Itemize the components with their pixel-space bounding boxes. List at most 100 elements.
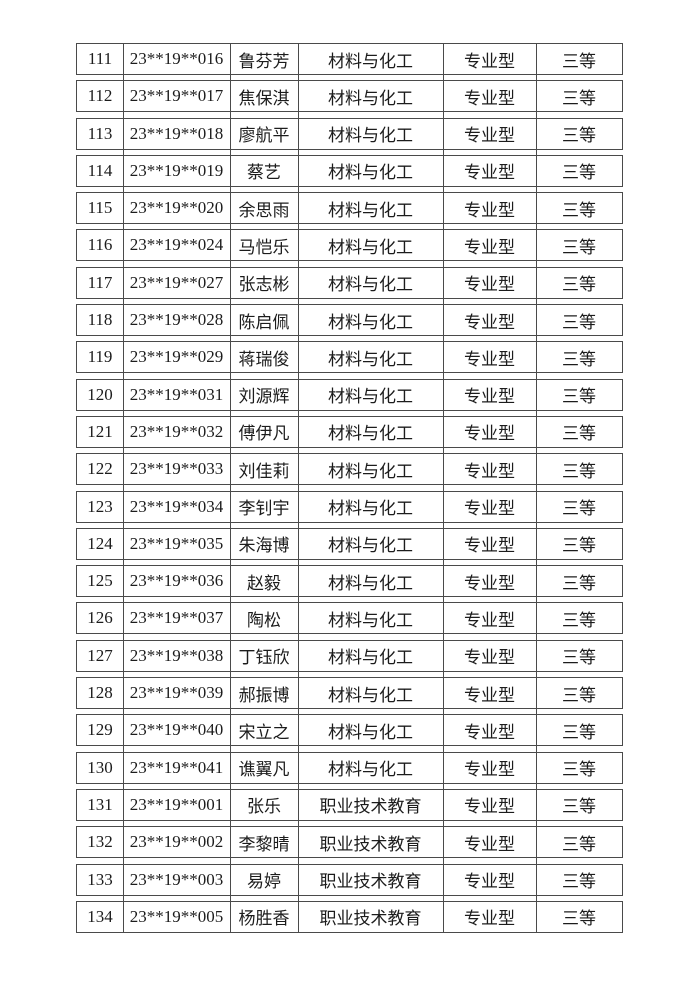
cell-award-grade: 三等 — [562, 275, 596, 295]
cell-row-number: 115 — [87, 198, 113, 218]
cell-student-id: 23**19**001 — [129, 794, 224, 814]
cell-award-grade: 三等 — [562, 387, 596, 407]
cell-major: 材料与化工 — [328, 51, 413, 71]
cell-row-number: 129 — [87, 720, 113, 740]
cell-degree-type: 专业型 — [464, 88, 515, 108]
cell-student-id: 23**19**036 — [129, 571, 224, 591]
cell-award-grade: 三等 — [562, 163, 596, 183]
cell-degree-type: 专业型 — [464, 424, 515, 444]
cell-student-id: 23**19**016 — [129, 49, 224, 68]
cell-award-grade: 三等 — [562, 834, 596, 854]
cell-award-grade: 三等 — [562, 909, 596, 929]
cell-degree-type: 专业型 — [464, 237, 515, 257]
cell-award-grade: 三等 — [562, 722, 596, 742]
cell-degree-type: 专业型 — [464, 872, 515, 892]
table-vertical-line — [298, 43, 299, 933]
cell-award-grade: 三等 — [562, 349, 596, 369]
cell-student-id: 23**19**031 — [129, 384, 224, 404]
cell-degree-type: 专业型 — [464, 387, 515, 407]
cell-row-number: 121 — [87, 421, 113, 441]
cell-award-grade: 三等 — [562, 760, 596, 780]
table-row: 113 23**19**018 廖航平 材料与化工 专业型 三等 — [76, 117, 623, 150]
cell-student-id: 23**19**035 — [129, 533, 224, 553]
cell-award-grade: 三等 — [562, 648, 596, 668]
table-row: 120 23**19**031 刘源辉 材料与化工 专业型 三等 — [76, 378, 623, 411]
cell-award-grade: 三等 — [562, 797, 596, 817]
cell-major: 材料与化工 — [328, 722, 413, 742]
table-row: 112 23**19**017 焦保淇 材料与化工 专业型 三等 — [76, 80, 623, 113]
table-row: 114 23**19**019 蔡艺 材料与化工 专业型 三等 — [76, 154, 623, 187]
table-row: 131 23**19**001 张乐 职业技术教育 专业型 三等 — [76, 788, 623, 821]
cell-degree-type: 专业型 — [464, 349, 515, 369]
cell-row-number: 112 — [87, 86, 113, 106]
cell-degree-type: 专业型 — [464, 760, 515, 780]
cell-row-number: 118 — [87, 310, 113, 330]
table-vertical-line — [230, 43, 231, 933]
cell-row-number: 131 — [87, 794, 113, 814]
award-table: 111 23**19**016 鲁芬芳 材料与化工 专业型 三等 112 23**19**01… — [76, 43, 623, 933]
cell-row-number: 127 — [87, 645, 113, 665]
cell-student-name: 丁钰欣 — [238, 648, 290, 668]
cell-student-name: 张志彬 — [238, 275, 290, 295]
cell-major: 职业技术教育 — [319, 834, 422, 854]
cell-row-number: 134 — [87, 906, 113, 926]
cell-major: 材料与化工 — [328, 163, 413, 183]
cell-row-number: 125 — [87, 571, 113, 591]
cell-award-grade: 三等 — [562, 872, 596, 892]
cell-major: 材料与化工 — [328, 610, 413, 630]
cell-student-id: 23**19**037 — [129, 608, 224, 628]
table-row: 119 23**19**029 蒋瑞俊 材料与化工 专业型 三等 — [76, 341, 623, 374]
cell-row-number: 130 — [87, 757, 113, 777]
cell-row-number: 111 — [87, 49, 113, 68]
cell-degree-type: 专业型 — [464, 648, 515, 668]
cell-student-name: 余思雨 — [238, 200, 290, 220]
cell-row-number: 128 — [87, 683, 113, 703]
cell-student-name: 焦保淇 — [238, 88, 290, 108]
cell-student-name: 谯翼凡 — [238, 760, 290, 780]
cell-degree-type: 专业型 — [464, 909, 515, 929]
cell-student-name: 陈启佩 — [238, 312, 290, 332]
cell-degree-type: 专业型 — [464, 685, 515, 705]
cell-row-number: 122 — [87, 459, 113, 479]
cell-student-id: 23**19**029 — [129, 347, 224, 367]
table-row: 116 23**19**024 马恺乐 材料与化工 专业型 三等 — [76, 229, 623, 262]
table-row: 122 23**19**033 刘佳莉 材料与化工 专业型 三等 — [76, 453, 623, 486]
cell-major: 材料与化工 — [328, 424, 413, 444]
cell-degree-type: 专业型 — [464, 610, 515, 630]
cell-degree-type: 专业型 — [464, 834, 515, 854]
cell-student-name: 蒋瑞俊 — [238, 349, 290, 369]
cell-major: 材料与化工 — [328, 536, 413, 556]
cell-degree-type: 专业型 — [464, 573, 515, 593]
cell-student-name: 刘佳莉 — [238, 461, 290, 481]
cell-student-id: 23**19**018 — [129, 123, 224, 143]
cell-student-name: 张乐 — [247, 797, 281, 817]
cell-student-name: 鲁芬芳 — [238, 51, 290, 71]
cell-student-id: 23**19**032 — [129, 421, 224, 441]
cell-award-grade: 三等 — [562, 499, 596, 519]
cell-degree-type: 专业型 — [464, 275, 515, 295]
cell-major: 材料与化工 — [328, 648, 413, 668]
cell-award-grade: 三等 — [562, 536, 596, 556]
table-row: 124 23**19**035 朱海博 材料与化工 专业型 三等 — [76, 527, 623, 560]
cell-student-id: 23**19**024 — [129, 235, 224, 255]
table-row: 118 23**19**028 陈启佩 材料与化工 专业型 三等 — [76, 304, 623, 337]
cell-degree-type: 专业型 — [464, 51, 515, 71]
table-row: 111 23**19**016 鲁芬芳 材料与化工 专业型 三等 — [76, 43, 623, 75]
table-row: 126 23**19**037 陶松 材料与化工 专业型 三等 — [76, 602, 623, 635]
table-row: 132 23**19**002 李黎晴 职业技术教育 专业型 三等 — [76, 826, 623, 859]
cell-award-grade: 三等 — [562, 610, 596, 630]
table-vertical-line — [443, 43, 444, 933]
cell-row-number: 133 — [87, 869, 113, 889]
cell-award-grade: 三等 — [562, 237, 596, 257]
table-vertical-line — [536, 43, 537, 933]
cell-major: 材料与化工 — [328, 88, 413, 108]
cell-student-id: 23**19**002 — [129, 832, 224, 852]
cell-student-id: 23**19**038 — [129, 645, 224, 665]
cell-major: 职业技术教育 — [319, 872, 422, 892]
cell-student-id: 23**19**027 — [129, 272, 224, 292]
cell-award-grade: 三等 — [562, 51, 596, 71]
cell-student-name: 马恺乐 — [238, 237, 290, 257]
cell-student-name: 蔡艺 — [247, 163, 281, 183]
cell-degree-type: 专业型 — [464, 163, 515, 183]
cell-major: 材料与化工 — [328, 275, 413, 295]
